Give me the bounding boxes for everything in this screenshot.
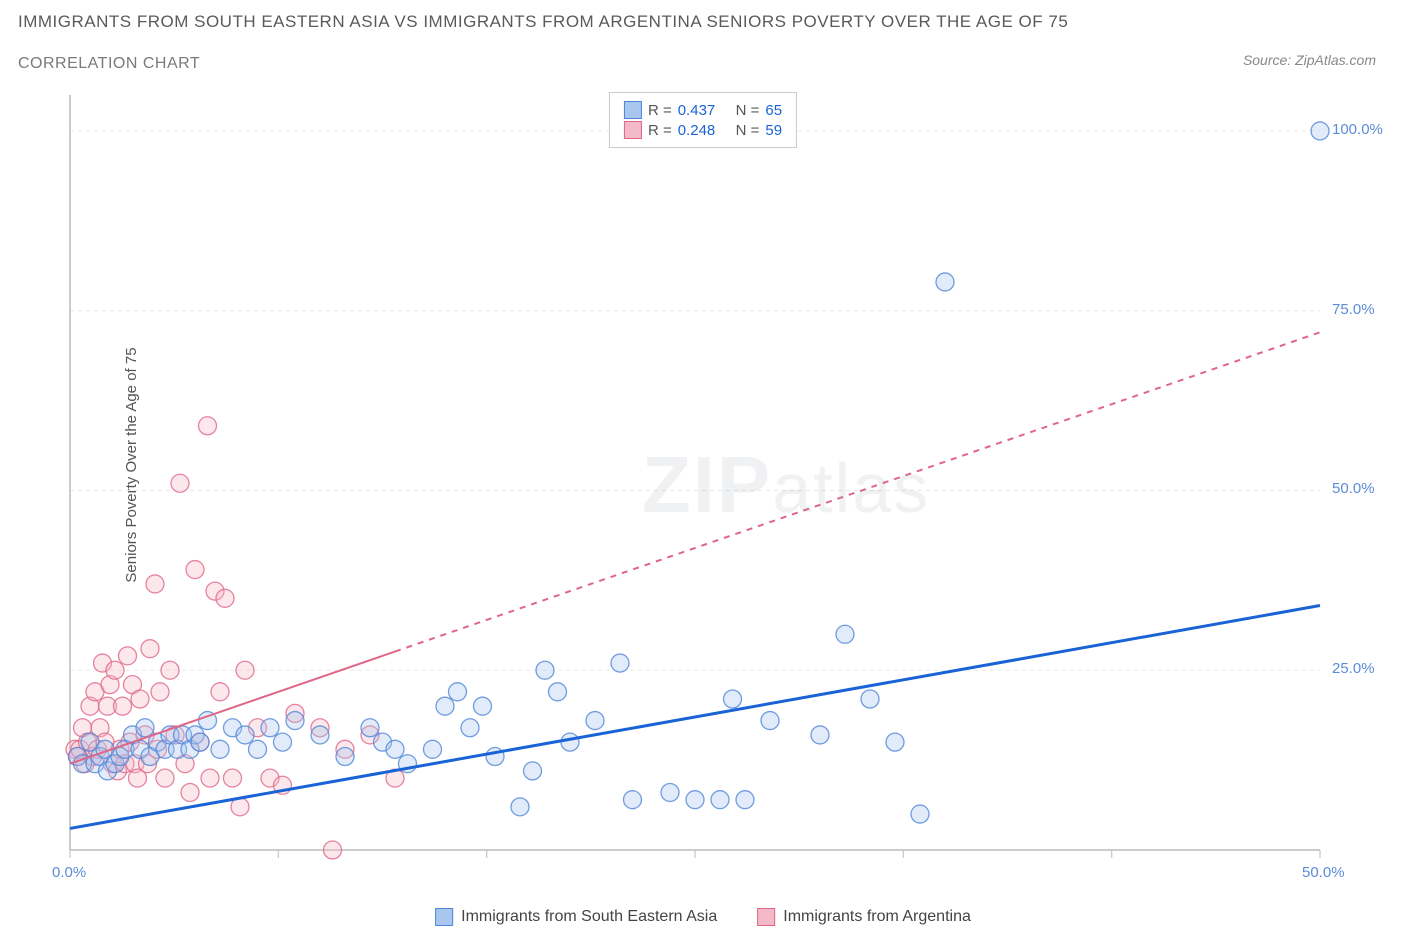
series-legend: Immigrants from South Eastern Asia Immig… bbox=[435, 908, 971, 926]
legend-item: Immigrants from South Eastern Asia bbox=[435, 908, 717, 926]
x-tick-label: 50.0% bbox=[1302, 864, 1345, 881]
n-label: N = bbox=[736, 102, 760, 119]
y-tick-label: 50.0% bbox=[1332, 480, 1375, 497]
n-value: 59 bbox=[765, 122, 782, 139]
correlation-legend: R = 0.437 N = 65 R = 0.248 N = 59 bbox=[609, 92, 797, 148]
swatch-icon bbox=[435, 908, 453, 926]
r-value: 0.437 bbox=[678, 102, 716, 119]
x-tick-label: 0.0% bbox=[52, 864, 86, 881]
swatch-icon bbox=[624, 121, 642, 139]
swatch-icon bbox=[757, 908, 775, 926]
legend-row-series-1: R = 0.248 N = 59 bbox=[624, 121, 782, 139]
r-label: R = bbox=[648, 102, 672, 119]
n-label: N = bbox=[736, 122, 760, 139]
chart-subtitle: CORRELATION CHART bbox=[18, 55, 200, 73]
chart-area: ZIPatlas 25.0%50.0%75.0%100.0%0.0%50.0% bbox=[60, 90, 1380, 880]
legend-label: Immigrants from Argentina bbox=[783, 908, 971, 926]
legend-label: Immigrants from South Eastern Asia bbox=[461, 908, 717, 926]
y-tick-label: 100.0% bbox=[1332, 121, 1383, 138]
source-label: Source: ZipAtlas.com bbox=[1243, 52, 1376, 68]
n-value: 65 bbox=[765, 102, 782, 119]
y-tick-label: 25.0% bbox=[1332, 660, 1375, 677]
scatter-plot-svg bbox=[60, 90, 1380, 880]
swatch-icon bbox=[624, 101, 642, 119]
r-value: 0.248 bbox=[678, 122, 716, 139]
y-tick-label: 75.0% bbox=[1332, 301, 1375, 318]
legend-item: Immigrants from Argentina bbox=[757, 908, 971, 926]
chart-title: IMMIGRANTS FROM SOUTH EASTERN ASIA VS IM… bbox=[18, 12, 1068, 32]
legend-row-series-0: R = 0.437 N = 65 bbox=[624, 101, 782, 119]
r-label: R = bbox=[648, 122, 672, 139]
